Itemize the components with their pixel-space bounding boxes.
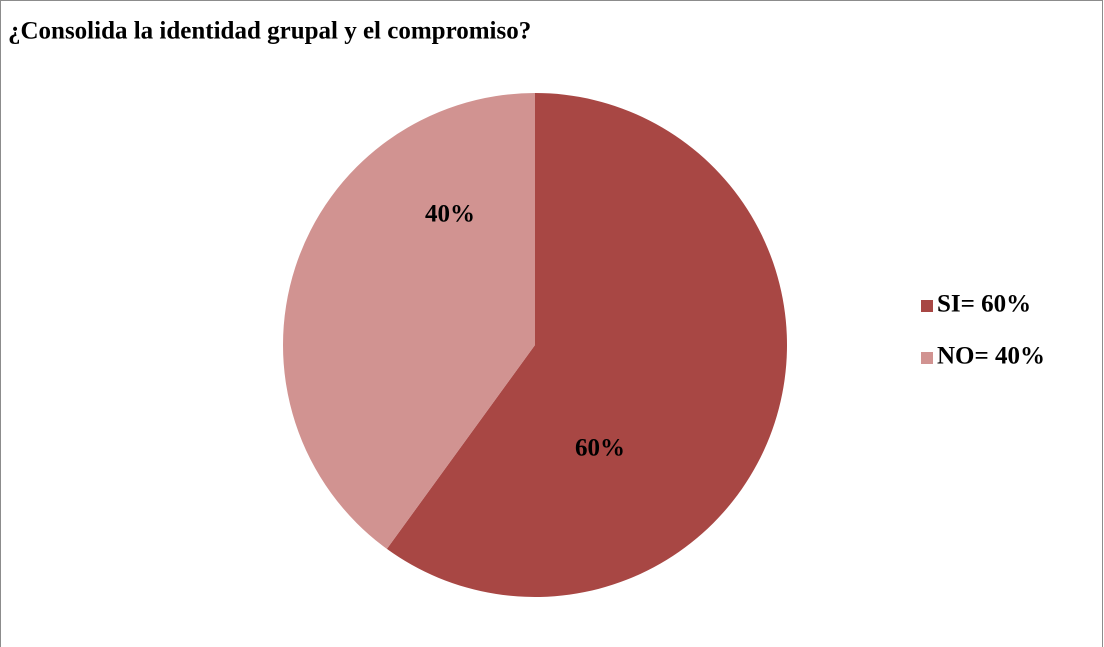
data-label: 40%	[425, 201, 475, 228]
pie-slice	[283, 93, 535, 549]
legend-label: SI= 60%	[937, 291, 1031, 318]
legend-label: NO= 40%	[937, 343, 1045, 370]
chart-title: ¿Consolida la identidad grupal y el comp…	[8, 18, 531, 45]
pie-slice	[386, 93, 788, 597]
legend-swatch	[921, 352, 933, 364]
legend-swatch	[921, 300, 933, 312]
data-label: 60%	[575, 435, 625, 462]
